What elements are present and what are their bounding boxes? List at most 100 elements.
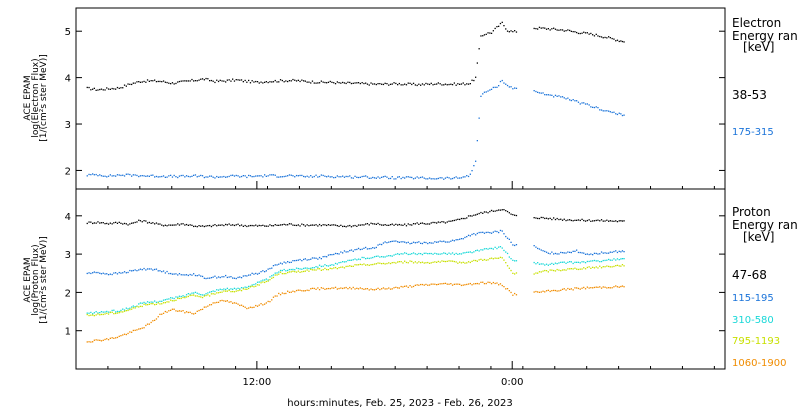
data-point xyxy=(237,223,239,225)
data-point xyxy=(473,283,475,285)
data-point xyxy=(576,219,578,221)
data-point xyxy=(205,294,207,297)
data-point xyxy=(219,276,221,279)
data-point xyxy=(329,264,331,266)
data-point xyxy=(256,175,259,177)
data-point xyxy=(466,236,468,238)
data-point xyxy=(308,259,310,261)
data-point xyxy=(382,83,385,86)
data-point xyxy=(334,224,337,226)
data-point xyxy=(143,175,145,177)
data-point xyxy=(576,100,578,102)
data-point xyxy=(194,225,197,227)
data-point xyxy=(161,271,163,273)
data-point xyxy=(178,310,181,312)
data-point xyxy=(109,174,111,176)
data-point xyxy=(471,260,473,262)
data-point xyxy=(274,272,276,274)
data-point xyxy=(248,225,250,227)
data-point xyxy=(322,224,324,226)
data-point xyxy=(492,210,494,212)
data-point xyxy=(372,289,374,291)
data-point xyxy=(292,268,294,271)
data-point xyxy=(595,260,597,262)
data-point xyxy=(189,176,191,178)
data-point xyxy=(313,287,315,290)
data-point xyxy=(592,260,594,262)
x-tick-label-1: 0:00 xyxy=(501,377,523,388)
data-point xyxy=(201,175,204,177)
data-point xyxy=(338,287,340,290)
data-point xyxy=(437,260,439,263)
data-point xyxy=(418,83,420,85)
data-point xyxy=(157,302,159,304)
data-point xyxy=(402,241,404,243)
data-point xyxy=(551,218,553,221)
data-point xyxy=(503,25,505,27)
data-point xyxy=(125,85,127,87)
data-point xyxy=(437,221,439,223)
data-point xyxy=(118,312,120,314)
data-point xyxy=(310,267,312,269)
data-point xyxy=(240,79,243,81)
data-point xyxy=(120,272,122,274)
data-point xyxy=(315,269,317,271)
data-point xyxy=(444,252,447,255)
data-point xyxy=(514,30,516,32)
data-point xyxy=(324,264,326,266)
data-point xyxy=(398,82,400,85)
data-point xyxy=(412,223,415,225)
data-point xyxy=(512,259,514,261)
data-point xyxy=(327,287,330,290)
data-point xyxy=(264,81,266,83)
data-point xyxy=(510,30,512,32)
data-point xyxy=(194,274,197,277)
data-point xyxy=(537,272,539,274)
data-point xyxy=(402,253,404,255)
data-point xyxy=(111,175,113,177)
data-point xyxy=(382,224,385,226)
data-point xyxy=(189,224,191,226)
data-point xyxy=(427,261,429,264)
data-point xyxy=(503,286,505,288)
data-point xyxy=(336,253,338,255)
data-point xyxy=(276,295,278,297)
data-point xyxy=(508,256,510,258)
data-point xyxy=(584,288,587,290)
data-point xyxy=(478,283,480,285)
data-point xyxy=(393,82,395,84)
data-point xyxy=(537,28,539,30)
data-point xyxy=(615,220,617,222)
data-point xyxy=(597,260,599,262)
data-point xyxy=(418,261,420,263)
data-point xyxy=(595,33,597,35)
data-point xyxy=(515,294,518,296)
data-point xyxy=(97,339,99,341)
data-point xyxy=(485,33,487,35)
data-point xyxy=(584,32,587,34)
data-point xyxy=(613,250,615,253)
data-point xyxy=(356,176,358,178)
data-point xyxy=(545,290,548,292)
data-point xyxy=(217,224,220,226)
data-point xyxy=(331,287,333,289)
data-point xyxy=(258,304,260,306)
data-point xyxy=(306,267,308,269)
data-point xyxy=(104,338,106,341)
data-point xyxy=(586,266,588,269)
data-point xyxy=(189,293,191,295)
data-point xyxy=(219,288,221,290)
data-point xyxy=(382,287,385,289)
data-point xyxy=(326,82,328,84)
data-point xyxy=(271,299,273,301)
data-point xyxy=(166,298,168,300)
data-point xyxy=(187,274,189,277)
data-point xyxy=(210,277,213,279)
data-point xyxy=(462,252,464,254)
data-point xyxy=(510,86,512,88)
data-point xyxy=(620,113,622,115)
data-point xyxy=(418,177,420,179)
data-point xyxy=(443,178,445,180)
data-point xyxy=(154,304,156,306)
data-point xyxy=(118,335,120,337)
